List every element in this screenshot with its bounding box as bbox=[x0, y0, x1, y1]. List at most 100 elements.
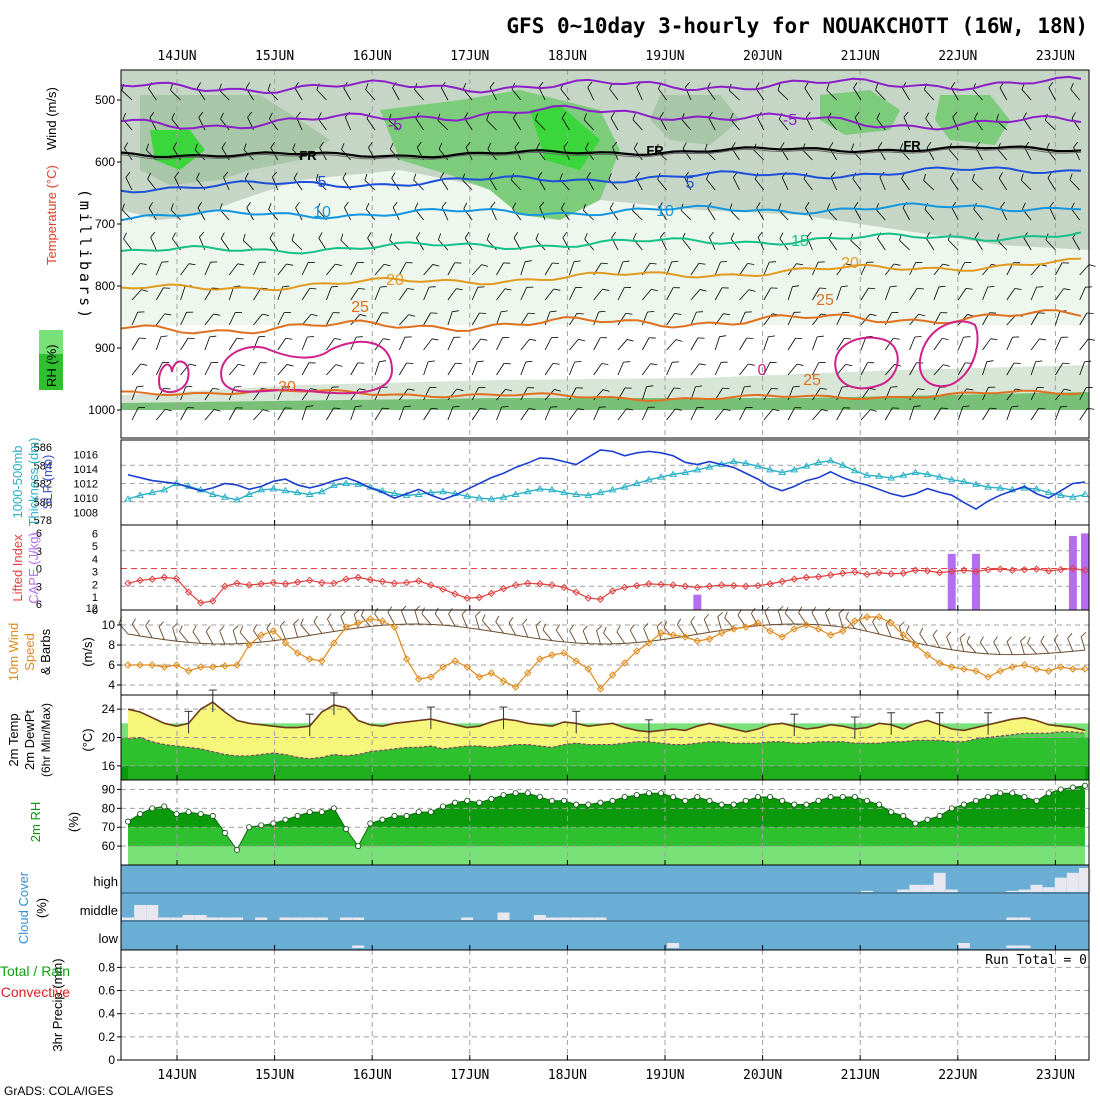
lifted-index-point bbox=[681, 582, 689, 590]
lifted-index-point bbox=[354, 573, 362, 582]
wind-barb bbox=[508, 617, 517, 636]
thickness-label-2: Thickness (dm) bbox=[26, 438, 41, 527]
wind-barb bbox=[982, 338, 998, 351]
wind-speed-point bbox=[269, 627, 278, 635]
lifted-index-point bbox=[620, 583, 629, 592]
thickness-point bbox=[923, 470, 932, 477]
pressure-axis: 500 600 700 800 900 1000 bbox=[88, 93, 121, 417]
wind-barb bbox=[1049, 201, 1056, 221]
rh-point bbox=[839, 794, 846, 801]
wind-barb bbox=[542, 623, 553, 641]
lifted-index-point bbox=[209, 597, 217, 605]
wind-barb bbox=[763, 261, 776, 276]
axis-tick-label: 6 bbox=[108, 658, 115, 672]
cloud-bar-middle bbox=[1018, 917, 1031, 920]
dewpoint-line bbox=[127, 731, 1086, 760]
wind-speed-point bbox=[839, 627, 847, 635]
wind-barb bbox=[148, 202, 157, 221]
wind-barb bbox=[1006, 405, 1019, 421]
contour-label: 20 bbox=[386, 272, 404, 289]
rh-point bbox=[1069, 784, 1076, 791]
lifted-index-point bbox=[1032, 565, 1041, 573]
thickness-point bbox=[608, 485, 617, 493]
lifted-index-point bbox=[1020, 565, 1029, 574]
wind-barb bbox=[787, 337, 803, 351]
rh-point bbox=[1021, 794, 1028, 801]
wind-speed-point bbox=[415, 675, 423, 683]
wind-speed-point bbox=[1044, 667, 1053, 675]
wind-speed-point bbox=[318, 657, 326, 665]
wind-barb bbox=[131, 263, 147, 276]
wind-barb bbox=[703, 613, 710, 633]
rh-point bbox=[185, 809, 192, 816]
wind-barb bbox=[836, 363, 853, 376]
thickness-tick-label: 586 bbox=[34, 442, 52, 454]
rh-point bbox=[924, 816, 931, 823]
wind-barb bbox=[690, 311, 704, 326]
rh-legend-label: RH (%) bbox=[44, 344, 59, 387]
wind-barb bbox=[1070, 202, 1081, 221]
wind-barb bbox=[471, 312, 487, 326]
wind-barb bbox=[1006, 362, 1021, 376]
rh-point bbox=[367, 820, 374, 827]
lifted-index-point bbox=[536, 580, 544, 588]
wind-barb bbox=[1055, 288, 1071, 301]
wind-barb bbox=[220, 112, 230, 131]
wind-barb bbox=[131, 337, 146, 351]
wind-barb bbox=[763, 335, 776, 351]
cloud-bar-middle bbox=[170, 917, 183, 920]
date-label-bottom: 17JUN bbox=[450, 1068, 489, 1083]
wind-barb bbox=[242, 233, 254, 251]
cloud-bar-middle bbox=[558, 917, 571, 920]
wind-speed-point bbox=[972, 667, 980, 675]
wind-speed-point bbox=[366, 615, 374, 623]
wind-barb bbox=[489, 81, 497, 101]
thickness-point bbox=[208, 490, 217, 497]
wind-barb bbox=[365, 83, 376, 101]
wind-barb bbox=[860, 409, 877, 421]
wind-barb bbox=[875, 83, 886, 101]
thickness-tick-label: 584 bbox=[34, 460, 52, 472]
thickness-point bbox=[293, 488, 302, 496]
date-label-top: 19JUN bbox=[645, 49, 684, 64]
wind-barb bbox=[798, 606, 807, 625]
rh-point bbox=[791, 801, 798, 808]
rh-point bbox=[270, 820, 277, 827]
wind-barb bbox=[170, 83, 181, 101]
cape-tick-label: 5 bbox=[92, 541, 98, 553]
wind-speed-point bbox=[899, 631, 907, 639]
wind-barb bbox=[350, 314, 367, 326]
wind-barb bbox=[496, 336, 510, 351]
rh-point bbox=[863, 797, 870, 804]
wind-barb bbox=[291, 233, 303, 251]
wind-speed-point bbox=[233, 661, 241, 669]
wind-barb bbox=[253, 624, 262, 643]
wind-barb bbox=[641, 288, 658, 301]
cloud-bar-high bbox=[1066, 872, 1079, 892]
rh-point bbox=[536, 794, 543, 801]
wind-barb bbox=[905, 625, 916, 643]
rh-point bbox=[197, 811, 204, 818]
wind-barb bbox=[447, 336, 461, 351]
wind-barb bbox=[482, 614, 492, 632]
wind-barb bbox=[220, 232, 230, 251]
wind-barb bbox=[155, 313, 172, 326]
lifted-index-point bbox=[766, 580, 774, 588]
wind-barb bbox=[204, 409, 221, 421]
wind-speed-point bbox=[911, 641, 920, 649]
lifted-index-point bbox=[475, 593, 484, 602]
wind-barb bbox=[690, 289, 707, 301]
wind-barb bbox=[617, 408, 634, 421]
lifted-index-point bbox=[596, 595, 605, 603]
wind-barb bbox=[641, 311, 655, 326]
wind-barb bbox=[398, 405, 411, 421]
wind-barb bbox=[520, 360, 533, 376]
barb-baseline bbox=[127, 623, 1086, 656]
thickness-point bbox=[863, 471, 871, 478]
temp2m-label-2: 2m DewPt bbox=[22, 710, 37, 770]
rh-point bbox=[851, 794, 858, 801]
wind-speed-point bbox=[996, 667, 1004, 675]
axis-tick-label: 0.4 bbox=[98, 1007, 115, 1021]
wind-barb bbox=[125, 171, 133, 191]
thickness-point bbox=[620, 483, 629, 490]
